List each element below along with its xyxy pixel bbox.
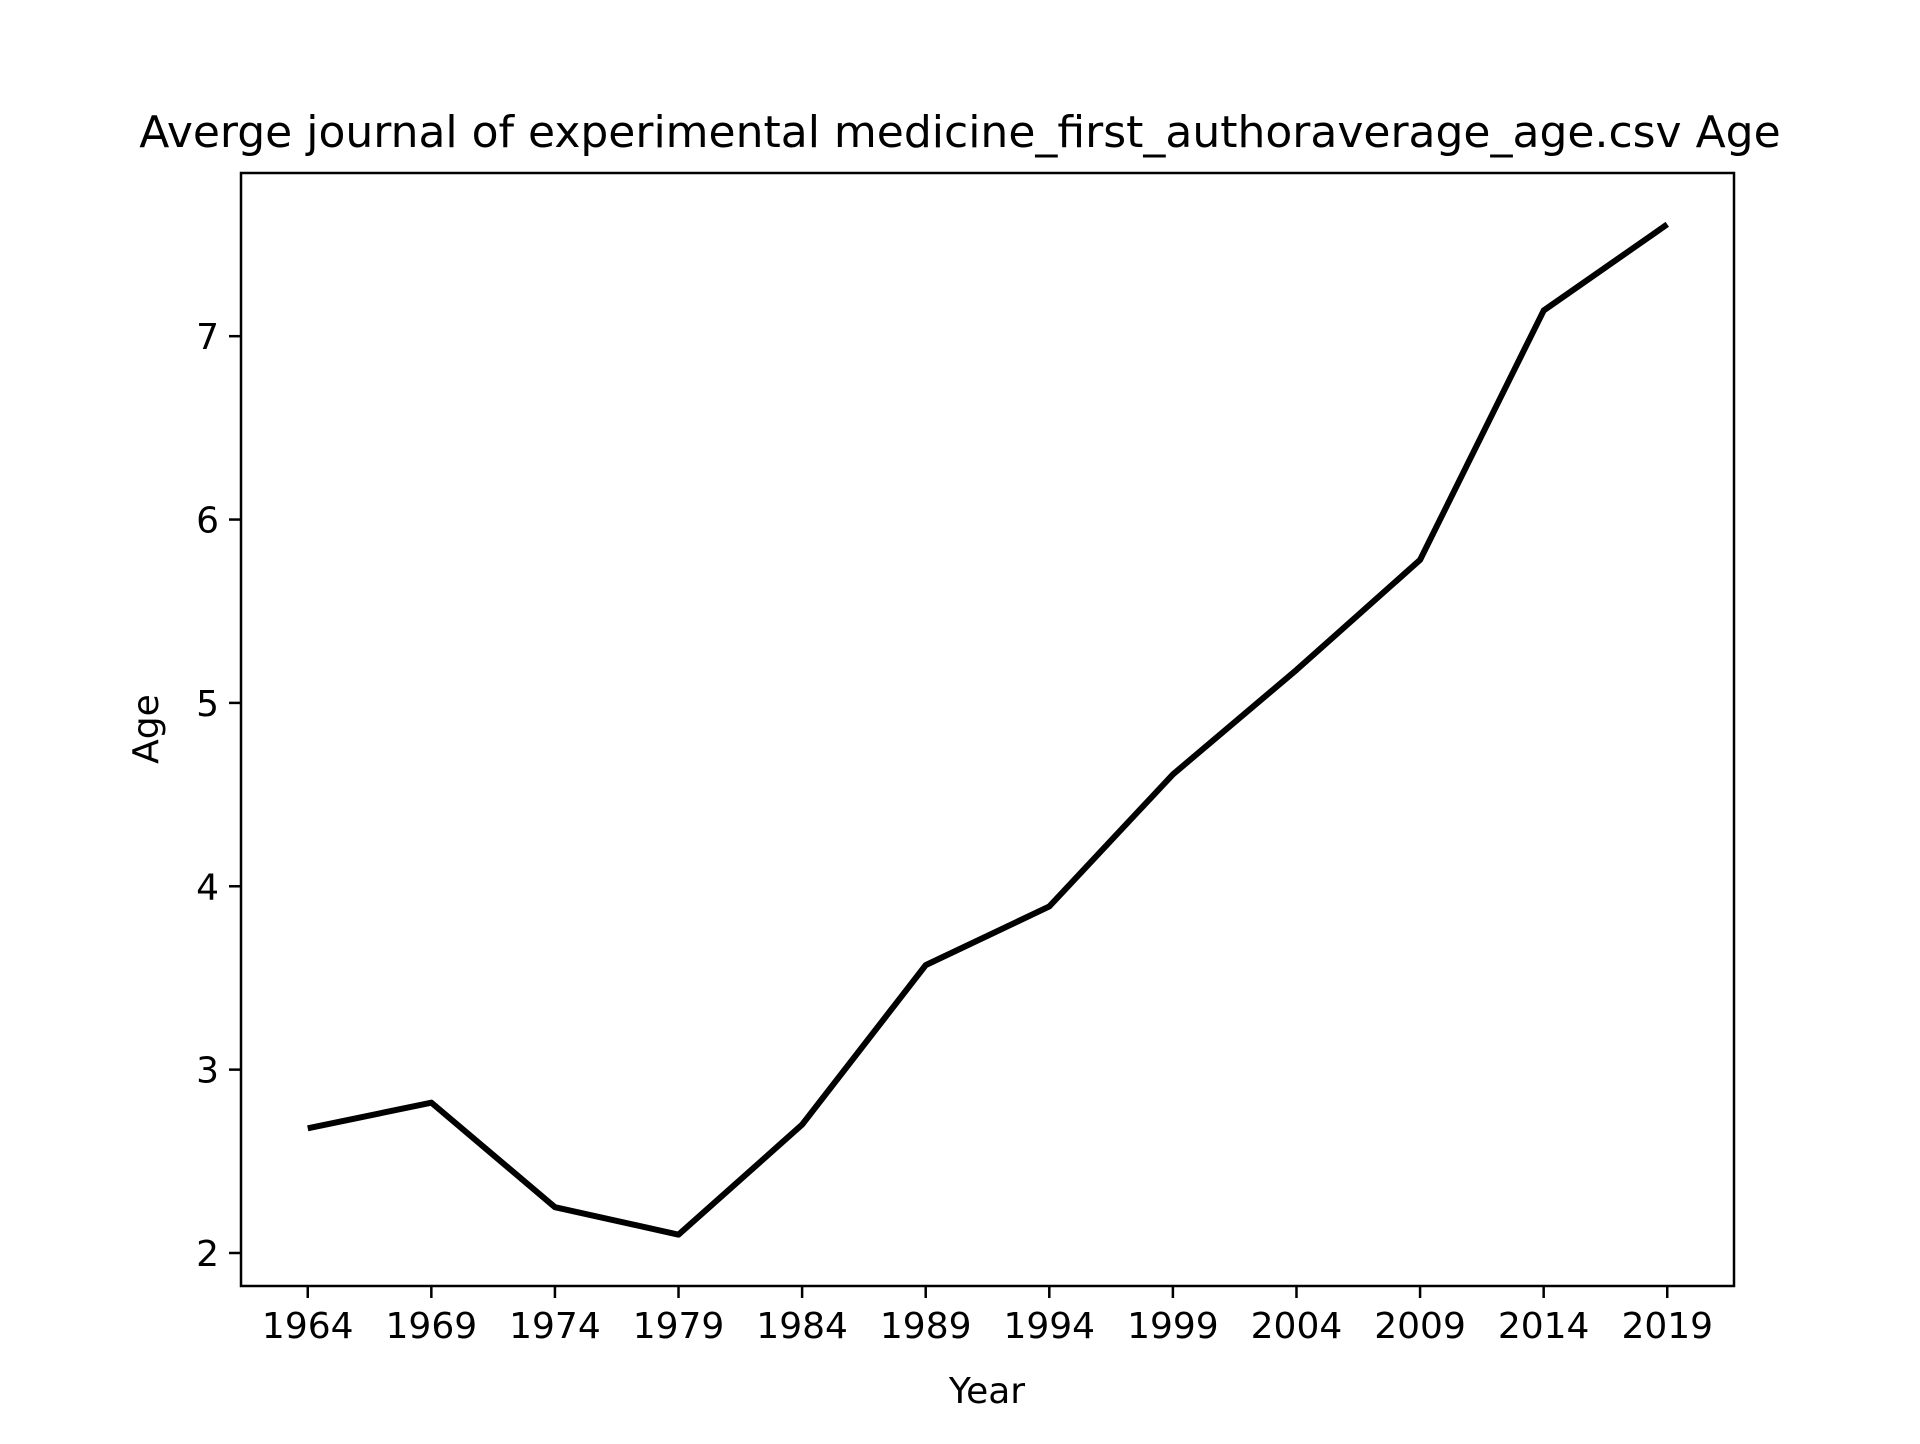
- data-point: [305, 1125, 311, 1131]
- x-tick-label: 2004: [1251, 1306, 1343, 1347]
- x-tick-label: 1974: [509, 1306, 601, 1347]
- y-tick-label: 2: [196, 1234, 219, 1275]
- series-line: [307, 221, 1669, 1238]
- data-point: [1664, 221, 1670, 227]
- plot-area-frame: [239, 171, 1736, 1288]
- data-point: [1417, 557, 1423, 563]
- y-tick-label: 6: [196, 501, 219, 542]
- data-point: [923, 962, 929, 968]
- data-point: [1046, 903, 1052, 909]
- x-tick-label: 1964: [262, 1306, 354, 1347]
- x-axis-label: Year: [948, 1371, 1025, 1412]
- y-axis-ticks: 2 3 4 5 6 7: [196, 317, 241, 1275]
- x-tick-label: 1994: [1003, 1306, 1095, 1347]
- x-tick-label: 2014: [1498, 1306, 1590, 1347]
- x-tick-label: 1999: [1127, 1306, 1219, 1347]
- data-point: [799, 1122, 805, 1128]
- x-tick-label: 1989: [880, 1306, 972, 1347]
- x-tick-label: 2009: [1374, 1306, 1466, 1347]
- data-point: [1541, 308, 1547, 314]
- x-axis-ticks: 1964 1969 1974 1979 1984 1989 1994 1999 2004 2009…: [262, 1286, 1713, 1347]
- chart-title: Averge journal of experimental medicine_…: [139, 107, 1780, 158]
- data-point: [1170, 771, 1176, 777]
- y-axis-label: Age: [126, 694, 167, 764]
- y-tick-label: 3: [196, 1051, 219, 1092]
- data-point: [552, 1204, 558, 1210]
- x-tick-label: 2019: [1621, 1306, 1713, 1347]
- y-tick-label: 5: [196, 684, 219, 725]
- data-points: [305, 221, 1671, 1237]
- x-tick-label: 1984: [756, 1306, 848, 1347]
- y-tick-label: 7: [196, 317, 219, 358]
- x-tick-label: 1979: [633, 1306, 725, 1347]
- x-tick-label: 1969: [386, 1306, 478, 1347]
- y-tick-label: 4: [196, 867, 219, 908]
- data-point: [428, 1100, 434, 1106]
- data-point: [676, 1232, 682, 1238]
- data-point: [1293, 667, 1299, 673]
